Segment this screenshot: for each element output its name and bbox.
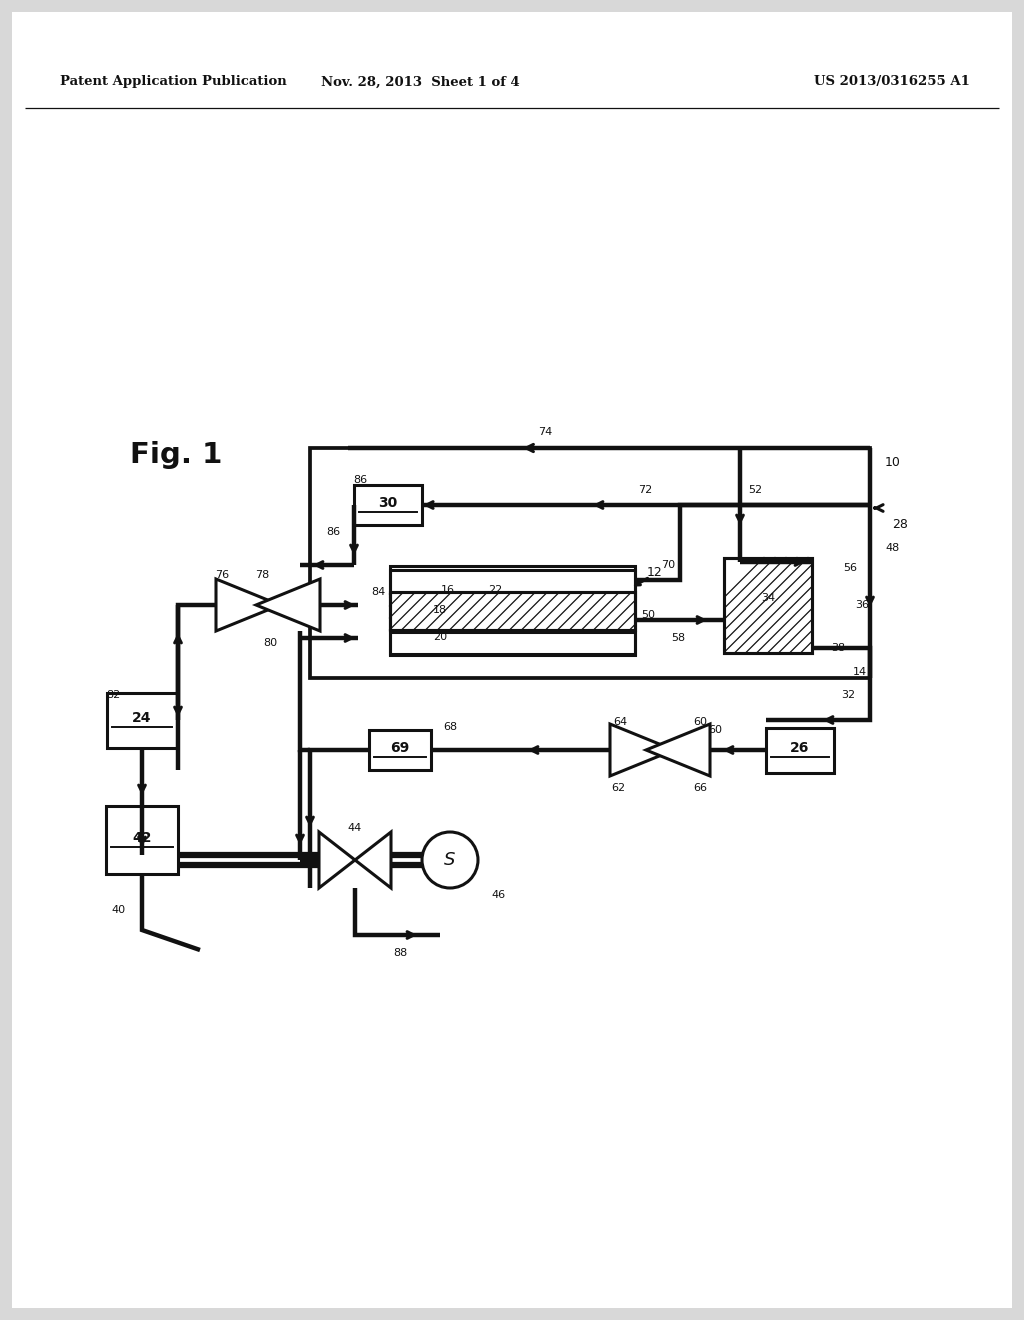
Text: 48: 48 xyxy=(886,543,900,553)
Text: 38: 38 xyxy=(830,643,845,653)
Bar xyxy=(766,727,834,772)
Text: 52: 52 xyxy=(748,484,762,495)
Text: 30: 30 xyxy=(379,496,397,510)
Text: S: S xyxy=(444,851,456,869)
Text: 86: 86 xyxy=(353,475,367,484)
Text: 56: 56 xyxy=(843,564,857,573)
Text: 46: 46 xyxy=(490,890,505,900)
Bar xyxy=(310,447,870,678)
Text: 20: 20 xyxy=(433,632,447,642)
Text: 78: 78 xyxy=(255,570,269,579)
Bar xyxy=(389,566,635,597)
Text: 18: 18 xyxy=(433,605,447,615)
Text: Patent Application Publication: Patent Application Publication xyxy=(60,75,287,88)
Text: Nov. 28, 2013  Sheet 1 of 4: Nov. 28, 2013 Sheet 1 of 4 xyxy=(321,75,519,88)
Text: 34: 34 xyxy=(761,593,775,603)
Bar xyxy=(369,730,431,770)
Text: 42: 42 xyxy=(132,832,152,845)
Polygon shape xyxy=(256,579,319,631)
Text: 69: 69 xyxy=(390,741,410,755)
Text: 84: 84 xyxy=(371,587,385,597)
Text: 22: 22 xyxy=(487,585,502,595)
Text: 86: 86 xyxy=(326,527,340,537)
Text: 32: 32 xyxy=(841,690,855,700)
Text: 80: 80 xyxy=(263,638,278,648)
Text: 58: 58 xyxy=(671,634,685,643)
Text: 50: 50 xyxy=(641,610,655,620)
Bar xyxy=(354,484,422,525)
Text: 10: 10 xyxy=(885,455,901,469)
Text: US 2013/0316255 A1: US 2013/0316255 A1 xyxy=(814,75,970,88)
Text: 12: 12 xyxy=(647,565,663,578)
Bar xyxy=(724,557,812,652)
Text: 74: 74 xyxy=(538,426,552,437)
Text: 40: 40 xyxy=(111,906,125,915)
Text: 60: 60 xyxy=(708,725,722,735)
Text: 28: 28 xyxy=(892,519,908,532)
Polygon shape xyxy=(216,579,280,631)
Polygon shape xyxy=(355,832,391,888)
Text: 44: 44 xyxy=(348,822,362,833)
Bar xyxy=(389,591,635,630)
Text: 76: 76 xyxy=(215,570,229,579)
Bar xyxy=(106,807,178,874)
Text: 82: 82 xyxy=(105,690,120,700)
Text: Fig. 1: Fig. 1 xyxy=(130,441,222,469)
Polygon shape xyxy=(319,832,355,888)
Polygon shape xyxy=(610,723,674,776)
Text: 14: 14 xyxy=(853,667,867,677)
Text: 66: 66 xyxy=(693,783,707,793)
Text: 88: 88 xyxy=(393,948,408,958)
Text: 60: 60 xyxy=(693,717,707,727)
Circle shape xyxy=(422,832,478,888)
Text: 70: 70 xyxy=(660,560,675,570)
Text: 26: 26 xyxy=(791,741,810,755)
Text: 16: 16 xyxy=(441,585,455,595)
Text: 72: 72 xyxy=(638,484,652,495)
Text: 64: 64 xyxy=(613,717,627,727)
Text: 62: 62 xyxy=(611,783,625,793)
Text: 36: 36 xyxy=(855,601,869,610)
Bar xyxy=(389,591,635,630)
Bar xyxy=(389,632,635,653)
Text: 68: 68 xyxy=(443,722,457,733)
Text: 24: 24 xyxy=(132,711,152,725)
Bar xyxy=(724,557,812,652)
Polygon shape xyxy=(646,723,710,776)
Bar xyxy=(389,569,635,655)
Bar xyxy=(106,693,177,747)
